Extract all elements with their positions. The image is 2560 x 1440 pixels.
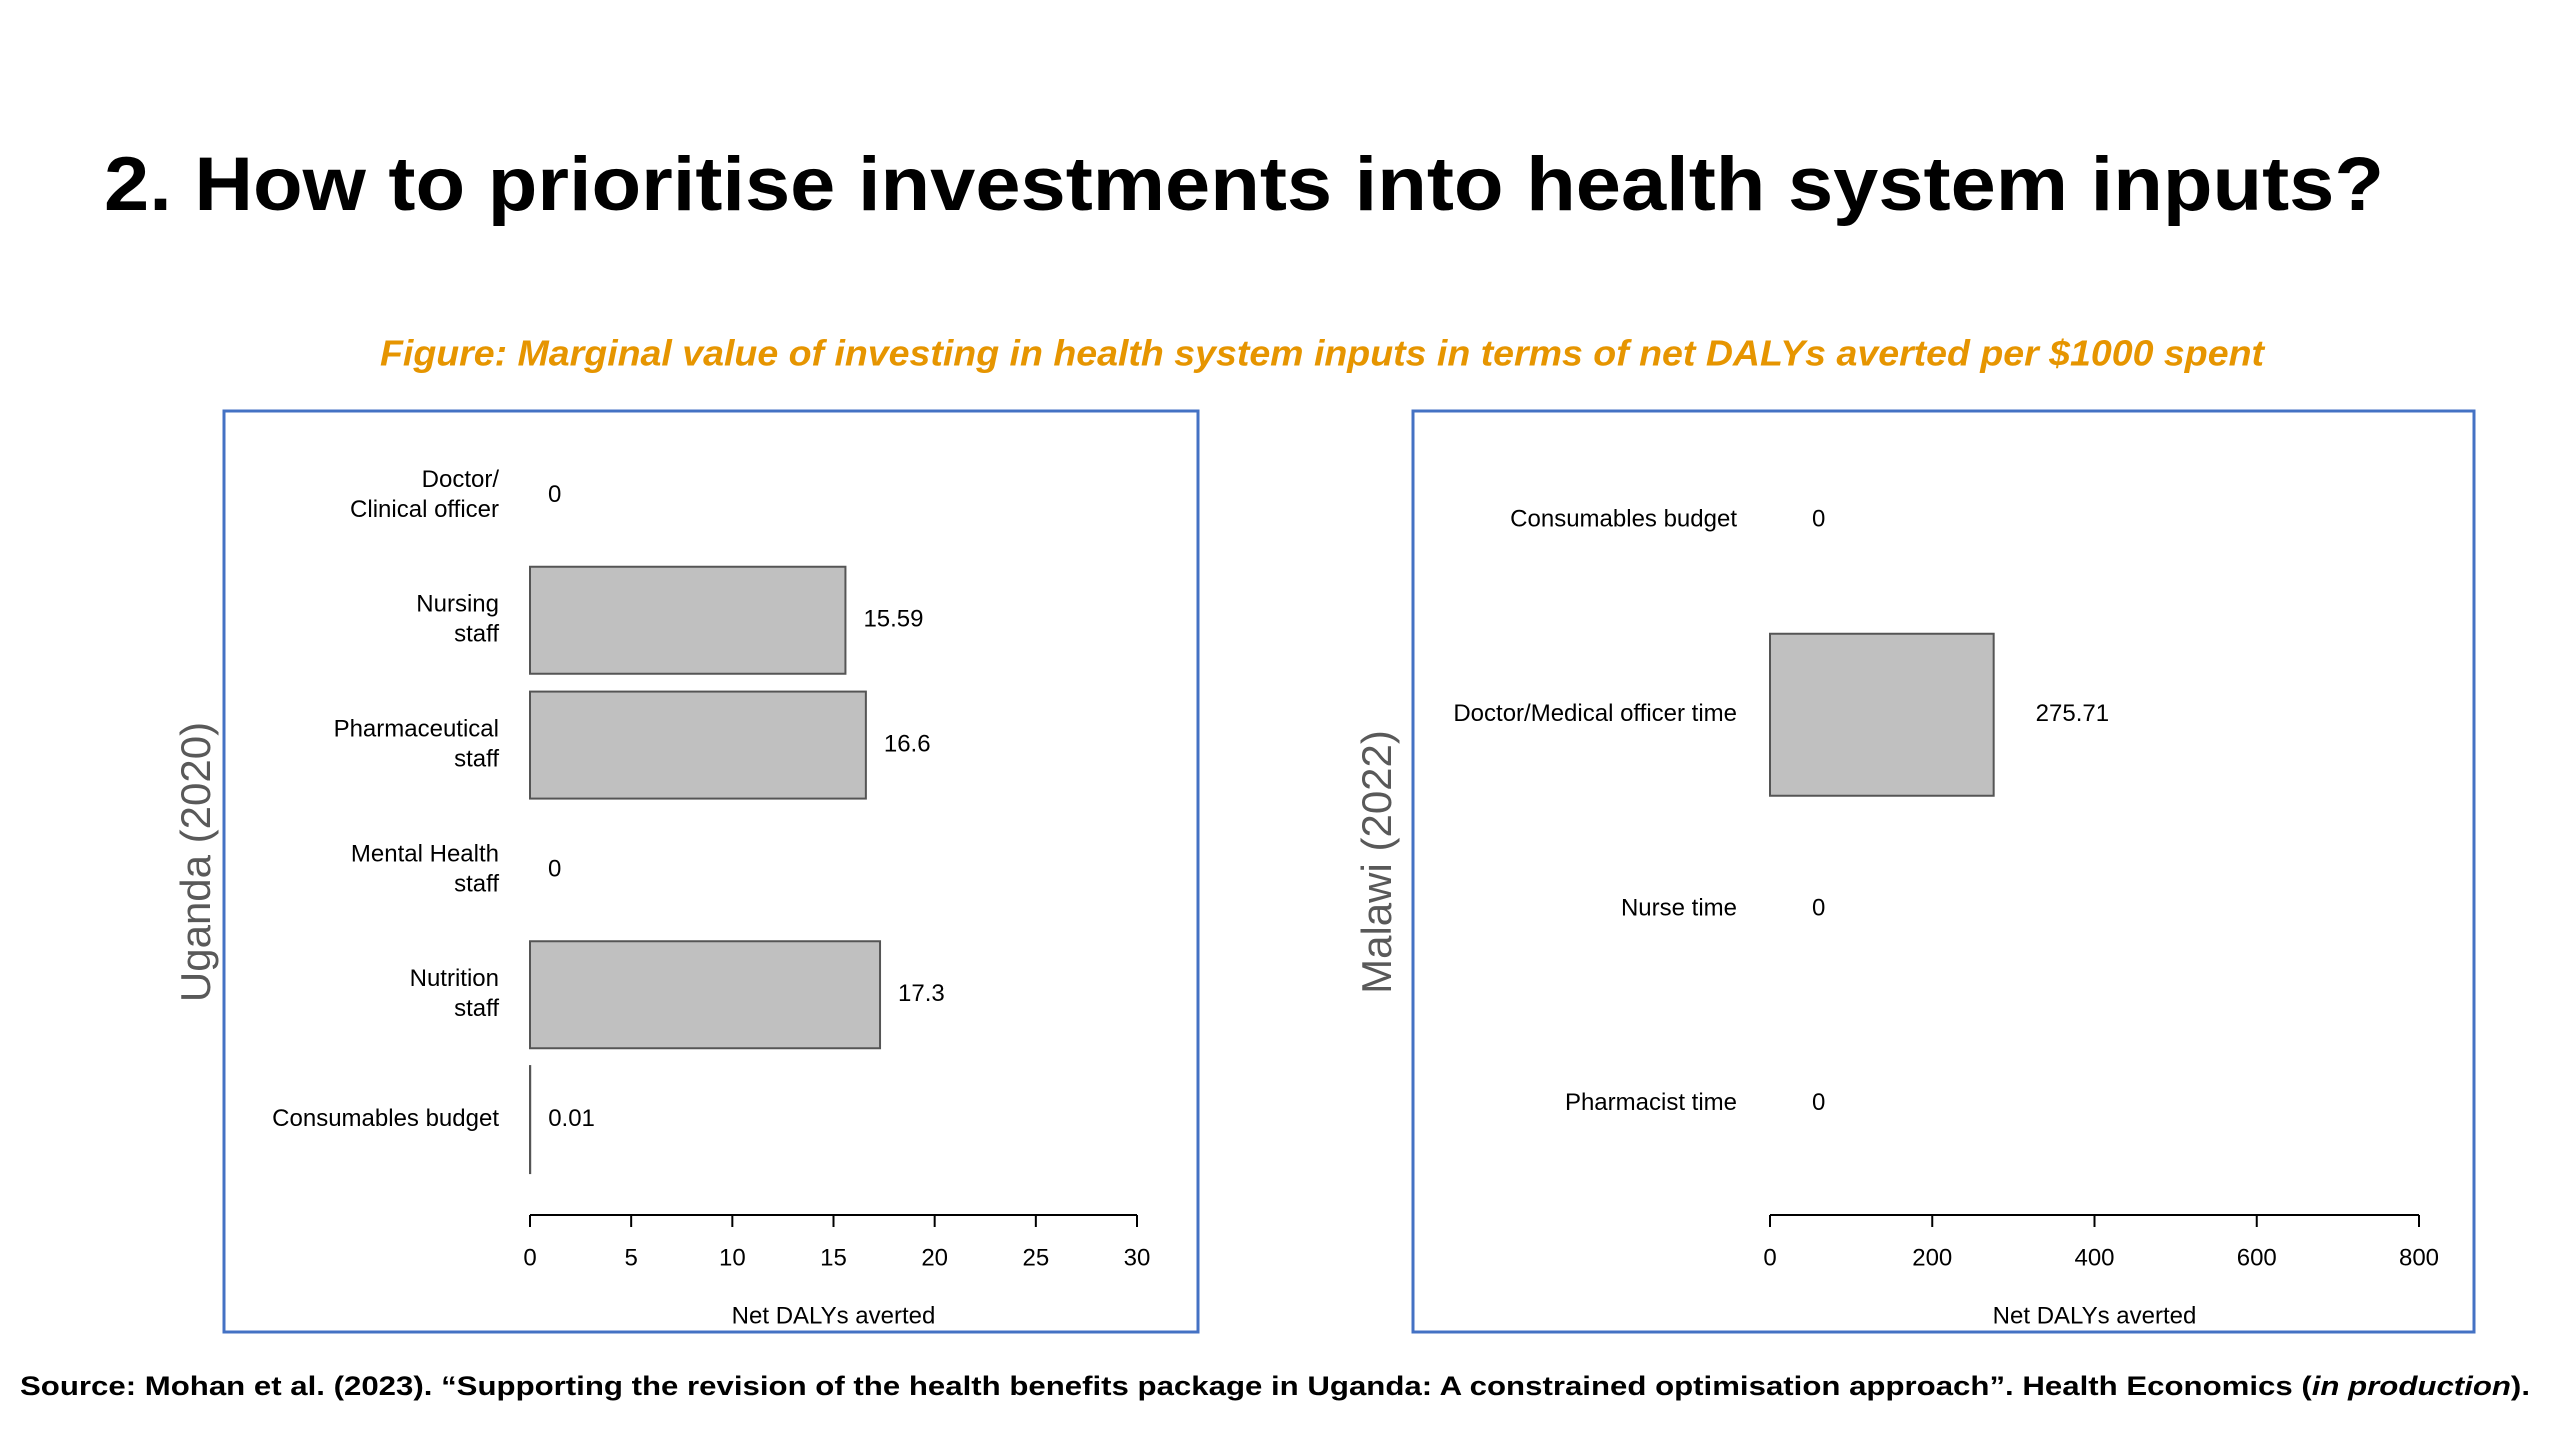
value-label: 0 — [1812, 506, 1825, 533]
x-tick-label: 0 — [1763, 1244, 1776, 1271]
category-label: Mental Health — [351, 840, 499, 867]
category-label: staff — [454, 995, 499, 1022]
value-label: 0.01 — [548, 1105, 595, 1132]
x-axis-title: Net DALYs averted — [732, 1302, 936, 1329]
category-label: Nurse time — [1621, 895, 1737, 922]
x-tick-label: 5 — [624, 1244, 637, 1271]
category-label: Nutrition — [410, 965, 499, 992]
value-label: 16.6 — [884, 730, 931, 757]
x-tick-label: 25 — [1022, 1244, 1049, 1271]
value-label: 0 — [548, 481, 561, 508]
category-label: staff — [454, 870, 499, 897]
category-label: Pharmaceutical — [334, 715, 499, 742]
panel-frame — [222, 409, 1200, 1334]
category-label: Consumables budget — [272, 1105, 499, 1132]
x-tick-label: 30 — [1124, 1244, 1151, 1271]
value-label: 0 — [1812, 1089, 1825, 1116]
value-label: 0 — [1812, 895, 1825, 922]
category-label: Doctor/ — [422, 466, 500, 493]
x-tick-label: 0 — [523, 1244, 536, 1271]
category-label: staff — [454, 745, 499, 772]
value-label: 275.71 — [2036, 700, 2109, 727]
x-tick-label: 600 — [2237, 1244, 2277, 1271]
source-text: in production — [2312, 1371, 2511, 1401]
category-label: Nursing — [416, 591, 499, 618]
x-tick-label: 800 — [2399, 1244, 2439, 1271]
category-label: Doctor/Medical officer time — [1453, 700, 1737, 727]
value-label: 0 — [548, 855, 561, 882]
x-axis-title: Net DALYs averted — [1993, 1302, 2197, 1329]
x-tick-label: 20 — [921, 1244, 948, 1271]
source-note: Source: Mohan et al. (2023). “Supporting… — [20, 1371, 2530, 1401]
figure-caption: Figure: Marginal value of investing in h… — [380, 333, 2266, 374]
value-label: 15.59 — [863, 606, 923, 633]
category-label: Consumables budget — [1510, 506, 1737, 533]
source-text: ). — [2511, 1371, 2530, 1401]
country-label: Malawi (2022) — [1353, 730, 1400, 994]
x-tick-label: 200 — [1912, 1244, 1952, 1271]
bar — [529, 565, 847, 675]
category-label: Pharmacist time — [1565, 1089, 1737, 1116]
x-tick-label: 10 — [719, 1244, 746, 1271]
country-label: Uganda (2020) — [172, 722, 219, 1002]
bar — [1769, 632, 1995, 797]
slide-title: 2. How to prioritise investments into he… — [104, 142, 2384, 227]
category-label: staff — [454, 621, 499, 648]
bar — [529, 940, 882, 1050]
x-tick-label: 400 — [2074, 1244, 2114, 1271]
category-label: Clinical officer — [350, 496, 499, 523]
x-tick-label: 15 — [820, 1244, 847, 1271]
panel-frame — [1411, 409, 2476, 1334]
bar — [529, 690, 867, 800]
source-text: Source: Mohan et al. (2023). “Supporting… — [20, 1371, 2312, 1401]
value-label: 17.3 — [898, 980, 945, 1007]
